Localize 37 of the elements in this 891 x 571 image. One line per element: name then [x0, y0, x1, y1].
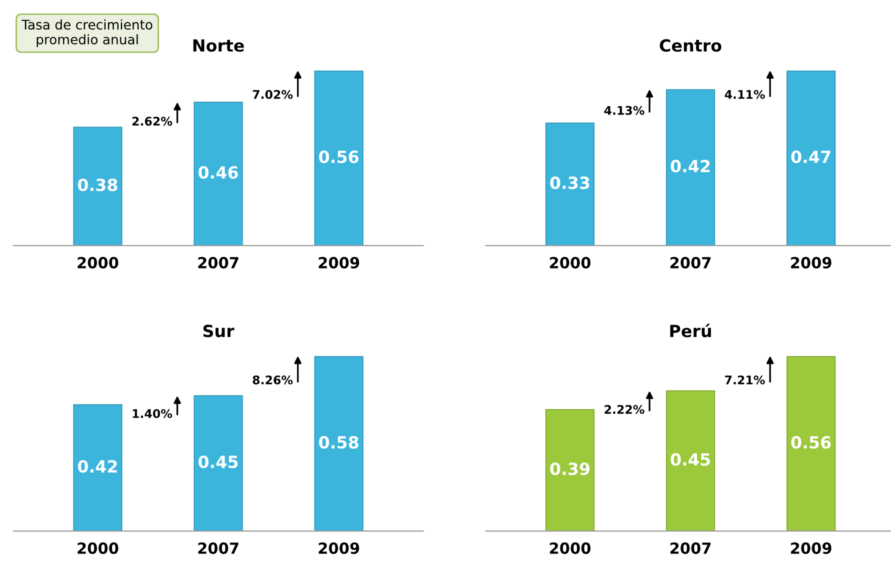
x-tick-label: 2000	[78, 542, 118, 554]
annotation: 7.02%	[252, 90, 293, 99]
annotation: 7.21%	[725, 375, 765, 384]
chart-title: Perú	[670, 324, 711, 338]
x-tick-label: 2007	[670, 256, 711, 268]
x-tick-label: 2007	[670, 542, 711, 554]
annotation: 4.13%	[604, 106, 644, 115]
x-tick-label: 2000	[550, 256, 591, 268]
data-label: 0.47	[791, 150, 830, 164]
annotation: 8.26%	[252, 375, 293, 384]
x-tick-label: 2007	[198, 542, 238, 554]
data-label: 0.39	[550, 462, 590, 476]
x-tick-label: 2009	[318, 256, 360, 268]
text: Tasa de crecimiento promedio anual	[22, 19, 152, 47]
annotation: 4.11%	[724, 90, 765, 99]
data-label: 0.33	[550, 176, 590, 190]
chart-title: Sur	[203, 324, 234, 338]
annotation: 2.62%	[132, 116, 172, 126]
data-label: 0.42	[670, 160, 710, 172]
data-label: 0.56	[319, 150, 359, 164]
data-label: 0.42	[78, 460, 117, 473]
chart-title: Centro	[660, 39, 722, 52]
chart-title: Norte	[193, 39, 244, 52]
data-label: 0.56	[791, 436, 831, 449]
annotation: 2.22%	[604, 404, 644, 414]
x-tick-label: 2009	[791, 542, 832, 554]
x-tick-label: 2009	[791, 256, 832, 268]
data-label: 0.45	[670, 453, 710, 466]
data-label: 0.58	[319, 436, 358, 449]
x-tick-label: 2000	[78, 256, 118, 268]
x-tick-label: 2007	[198, 256, 238, 268]
data-label: 0.45	[198, 456, 238, 468]
data-label: 0.38	[78, 178, 118, 192]
annotation: 1.40%	[132, 409, 172, 418]
x-tick-label: 2009	[318, 542, 360, 554]
data-label: 0.46	[198, 166, 238, 179]
x-tick-label: 2000	[550, 542, 591, 554]
